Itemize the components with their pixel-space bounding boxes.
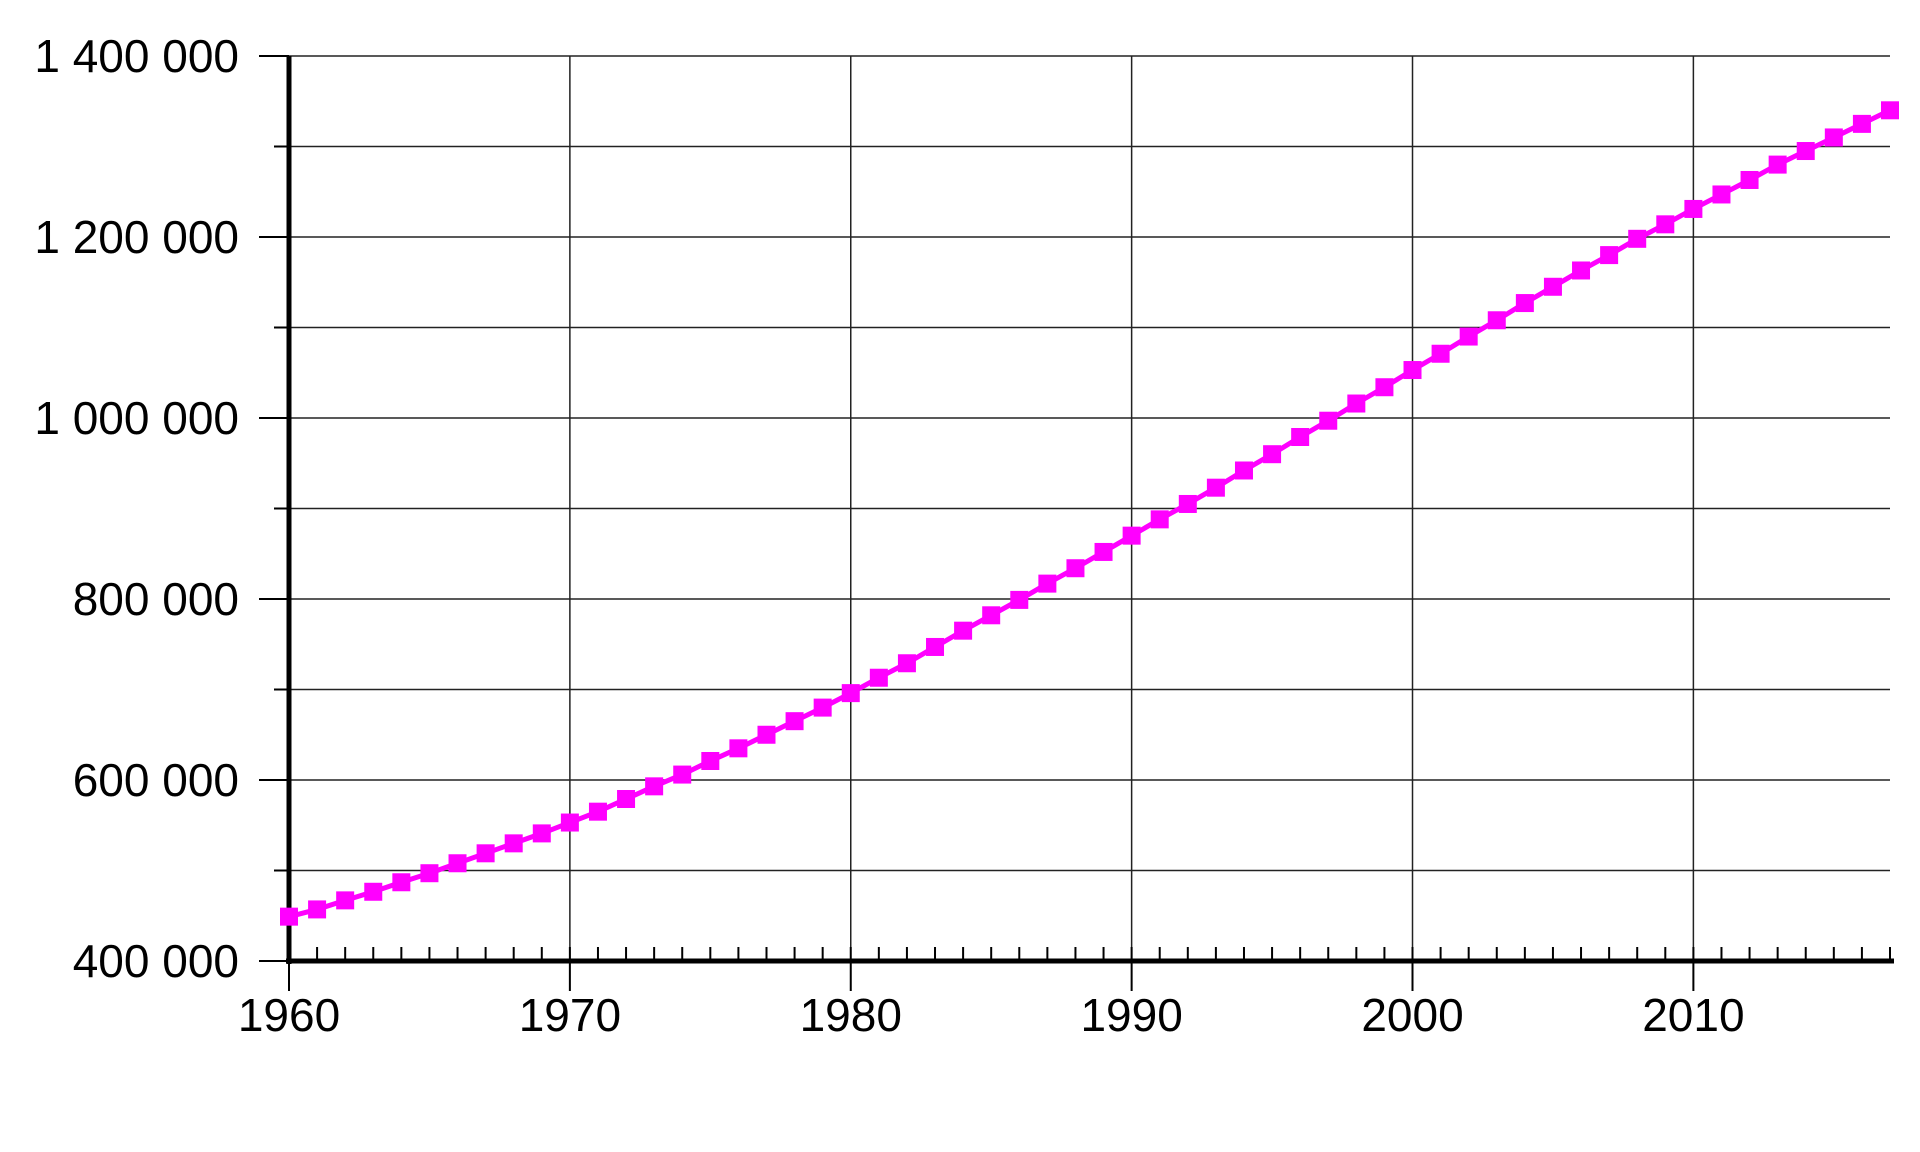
data-point [1319,411,1338,430]
data-point [336,891,355,910]
data-point [701,751,720,770]
data-point [926,637,945,656]
y-tick-label: 800 000 [73,573,239,625]
x-tick-label: 1980 [800,989,902,1041]
data-line [288,108,1892,920]
data-point [841,684,860,703]
data-point [1431,344,1450,363]
data-point [1543,277,1562,296]
data-point [1515,294,1534,313]
data-point [1291,428,1310,447]
data-point [1459,327,1478,346]
y-tick-label: 1 000 000 [34,392,239,444]
data-point [1600,246,1619,265]
data-point [897,654,916,673]
x-tick-label: 2000 [1361,989,1463,1041]
data-point [1038,574,1057,593]
data-point [1178,494,1197,513]
data-point [1572,261,1591,280]
data-point [448,854,467,873]
data-point [560,813,579,832]
data-point [1852,114,1871,133]
data-point [982,606,1001,625]
data-point [1824,128,1843,147]
y-tick-label: 1 400 000 [34,30,239,82]
data-point [1768,155,1787,174]
data-point [504,834,523,853]
data-point [785,712,804,731]
x-tick-label: 1970 [519,989,621,1041]
data-point [532,824,551,843]
data-point [280,907,298,926]
data-point [645,777,664,796]
data-point [308,900,327,919]
data-point [476,844,495,863]
data-point [1010,590,1029,609]
data-point [1066,559,1085,578]
data-point [392,873,411,892]
data-point [1628,229,1647,248]
data-point [1403,361,1422,380]
y-tick-label: 1 200 000 [34,211,239,263]
x-tick-label: 1990 [1080,989,1182,1041]
data-point [1234,461,1253,480]
data-point [813,698,832,717]
y-tick-label: 600 000 [73,754,239,806]
data-point [954,621,973,640]
data-point [1206,478,1225,497]
data-point [1740,170,1759,189]
data-point [673,765,692,784]
data-point [1684,199,1703,218]
data-point [1375,378,1394,397]
y-tick-label: 400 000 [73,935,239,987]
x-tick-label: 2010 [1642,989,1744,1041]
data-point [1656,215,1675,234]
x-tick-label: 1960 [238,989,340,1041]
data-point [1094,542,1113,561]
data-point [1150,510,1169,529]
data-point [1347,394,1366,413]
data-point [420,864,439,883]
data-point [617,790,636,809]
data-point [1263,445,1282,464]
data-point [1487,311,1506,330]
data-point [1796,142,1815,161]
data-point [869,668,888,687]
data-point [1122,526,1141,545]
data-point [729,739,748,758]
data-point [588,802,607,821]
data-point [1712,185,1731,204]
data-point [364,882,383,901]
data-point [1881,101,1899,120]
data-point [757,725,776,744]
